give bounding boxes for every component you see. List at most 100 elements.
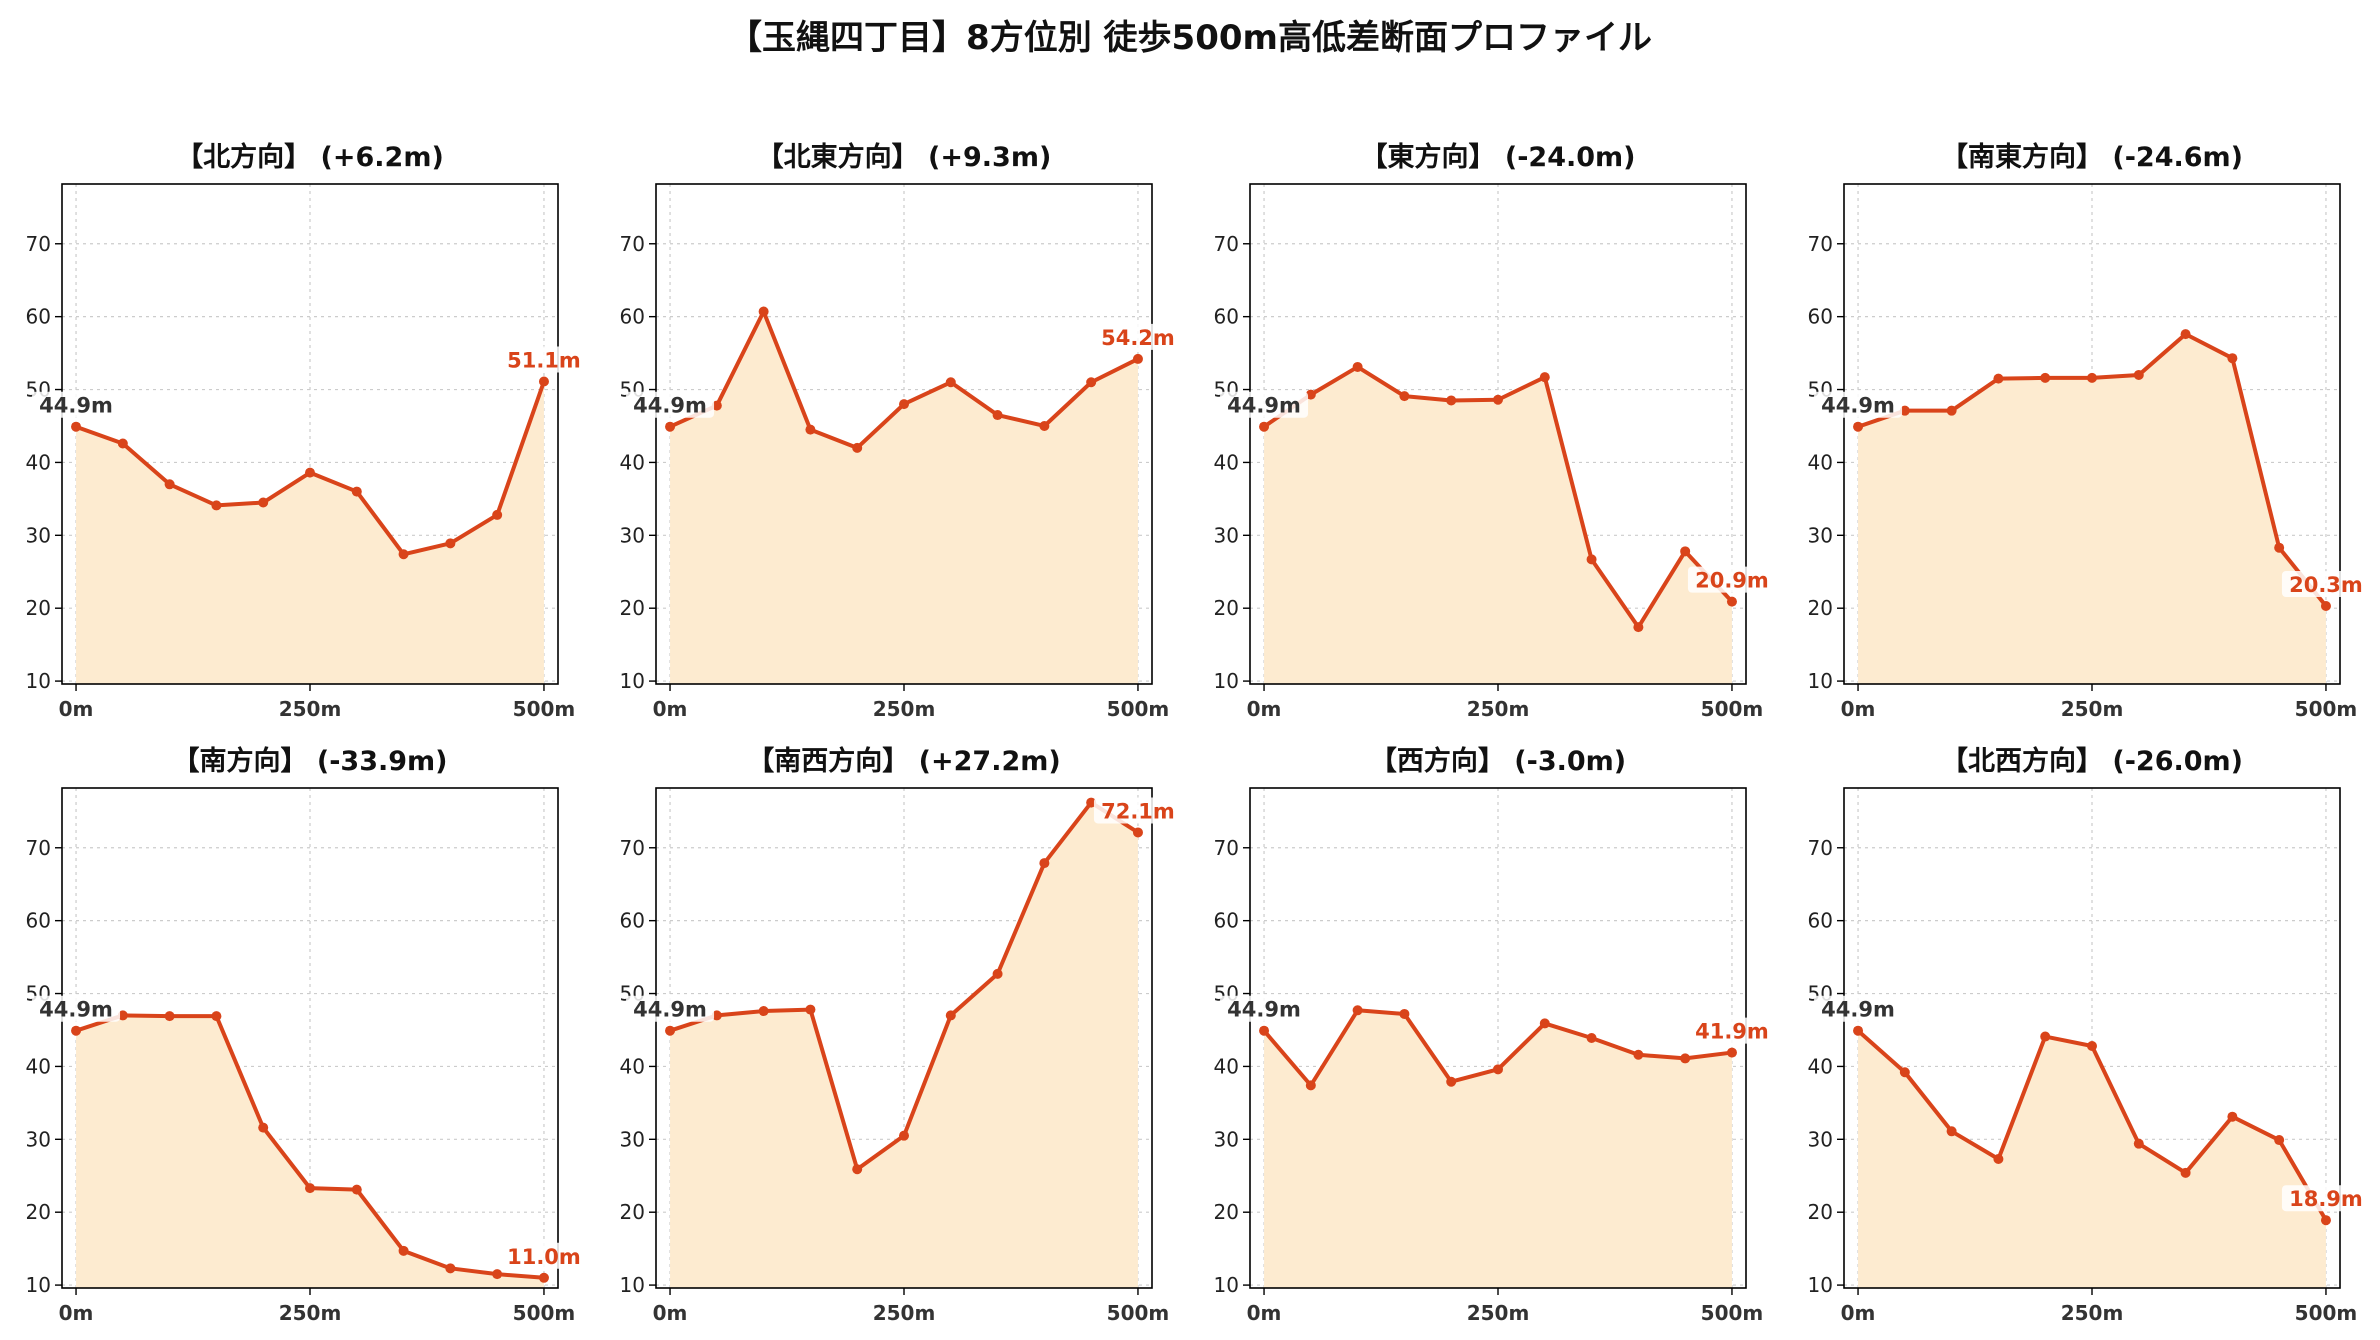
- start-label-bg: [1220, 995, 1309, 1022]
- data-point: [945, 1010, 956, 1021]
- y-tick-label: 20: [26, 596, 51, 620]
- x-tick-label: 0m: [1247, 697, 1282, 721]
- start-elevation-label: 44.9m: [1821, 998, 1895, 1022]
- y-tick-label: 10: [620, 669, 645, 693]
- y-tick-label: 70: [1808, 836, 1833, 860]
- data-point: [2040, 372, 2051, 383]
- y-tick-label: 40: [1808, 1054, 1833, 1078]
- x-tick-label: 0m: [1247, 1301, 1282, 1325]
- end-label-bg: [1093, 797, 1182, 824]
- y-tick-label: 30: [1214, 1127, 1239, 1151]
- data-point: [1680, 546, 1691, 557]
- y-tick-label: 60: [620, 305, 645, 329]
- subplot-title: 【南西方向】 (+27.2m): [747, 745, 1060, 777]
- elevation-area: [1264, 1010, 1732, 1288]
- data-point: [2180, 1167, 2191, 1178]
- data-point: [1993, 1153, 2004, 1164]
- data-point: [538, 376, 549, 387]
- data-point: [1086, 797, 1097, 808]
- data-point: [1899, 405, 1910, 416]
- data-point: [1132, 827, 1143, 838]
- data-point: [1352, 361, 1363, 372]
- data-point: [258, 497, 269, 508]
- start-elevation-label: 44.9m: [1821, 394, 1895, 418]
- data-point: [538, 1272, 549, 1283]
- end-elevation-label: 51.1m: [507, 349, 581, 373]
- data-point: [1539, 372, 1550, 383]
- y-tick-label: 20: [1808, 596, 1833, 620]
- start-elevation-label: 44.9m: [1227, 394, 1301, 418]
- y-tick-label: 30: [26, 1127, 51, 1151]
- data-point: [992, 968, 1003, 979]
- y-tick-label: 70: [1214, 836, 1239, 860]
- data-point: [1446, 395, 1457, 406]
- data-point: [351, 486, 362, 497]
- data-point: [2087, 372, 2097, 383]
- data-point: [1259, 1025, 1270, 1036]
- data-point: [2320, 1215, 2331, 1226]
- data-point: [805, 424, 816, 435]
- start-elevation-label: 44.9m: [633, 394, 707, 418]
- x-tick-label: 250m: [279, 697, 342, 721]
- start-label-bg: [626, 995, 715, 1022]
- end-elevation-label: 41.9m: [1695, 1020, 1769, 1044]
- data-point: [1726, 596, 1737, 607]
- data-point: [1039, 420, 1050, 431]
- data-point: [211, 500, 222, 511]
- data-point: [1352, 1005, 1363, 1016]
- data-point: [1899, 1067, 1910, 1078]
- x-tick-label: 0m: [653, 1301, 688, 1325]
- data-point: [945, 377, 956, 388]
- data-point: [1993, 373, 2004, 384]
- subplot-title: 【北方向】 (+6.2m): [176, 141, 444, 173]
- data-point: [1399, 1008, 1410, 1019]
- y-tick-label: 20: [620, 1200, 645, 1224]
- elevation-area: [1264, 366, 1732, 684]
- elevation-area: [670, 311, 1138, 684]
- x-tick-label: 250m: [2061, 697, 2124, 721]
- data-point: [351, 1184, 362, 1195]
- y-tick-label: 10: [1214, 1273, 1239, 1297]
- subplot-title: 【西方向】 (-3.0m): [1370, 745, 1626, 777]
- x-tick-label: 500m: [513, 1301, 576, 1325]
- x-tick-label: 500m: [1701, 1301, 1764, 1325]
- data-point: [1493, 394, 1503, 405]
- data-point: [758, 306, 769, 317]
- data-point: [1305, 389, 1316, 400]
- y-tick-label: 20: [1214, 1200, 1239, 1224]
- y-tick-label: 70: [26, 836, 51, 860]
- data-point: [398, 1245, 409, 1256]
- subplot-title: 【北西方向】 (-26.0m): [1941, 745, 2243, 777]
- subplot-title: 【南東方向】 (-24.6m): [1941, 141, 2243, 173]
- data-point: [1946, 405, 1957, 416]
- y-tick-label: 10: [26, 1273, 51, 1297]
- end-label-bg: [1093, 323, 1182, 350]
- data-point: [445, 538, 456, 549]
- data-point: [1726, 1047, 1737, 1058]
- data-point: [711, 1010, 722, 1021]
- end-label-bg: [2281, 1185, 2370, 1212]
- data-point: [1853, 421, 1864, 432]
- x-tick-label: 0m: [59, 697, 94, 721]
- data-point: [1680, 1053, 1691, 1064]
- data-point: [805, 1004, 816, 1015]
- data-point: [1586, 554, 1597, 565]
- x-tick-label: 500m: [1107, 1301, 1170, 1325]
- y-tick-label: 70: [1808, 232, 1833, 256]
- y-tick-label: 40: [620, 1054, 645, 1078]
- x-tick-label: 0m: [1841, 1301, 1876, 1325]
- data-point: [1259, 421, 1270, 432]
- data-point: [1633, 622, 1644, 633]
- end-label-bg: [1687, 1017, 1776, 1044]
- elevation-area: [1858, 1030, 2326, 1288]
- x-tick-label: 500m: [2295, 697, 2358, 721]
- elevation-area: [1858, 334, 2326, 684]
- data-point: [445, 1263, 456, 1274]
- end-label-bg: [1687, 566, 1776, 593]
- data-point: [258, 1122, 269, 1133]
